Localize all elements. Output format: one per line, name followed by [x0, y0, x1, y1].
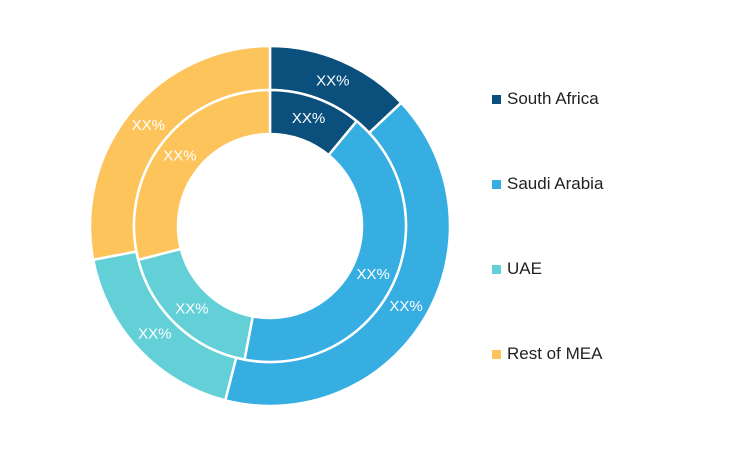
legend-item-rest-of-mea: Rest of MEA — [492, 343, 603, 428]
legend-label-saudi-arabia: Saudi Arabia — [507, 174, 604, 193]
legend-item-saudi-arabia: Saudi Arabia — [492, 173, 603, 258]
legend-label-south-africa: South Africa — [507, 89, 599, 108]
legend-label-uae: UAE — [507, 259, 542, 278]
inner-slice-saudi-arabia — [243, 119, 408, 364]
inner-label-saudi-arabia: XX% — [356, 266, 389, 283]
legend-swatch-rest-of-mea — [492, 350, 501, 359]
legend-swatch-saudi-arabia — [492, 180, 501, 189]
inner-slice-rest-of-mea — [132, 88, 272, 262]
outer-label-south-africa: XX% — [316, 72, 349, 89]
legend-swatch-south-africa — [492, 95, 501, 104]
legend-swatch-uae — [492, 265, 501, 274]
outer-label-rest-of-mea: XX% — [132, 117, 165, 134]
legend-item-uae: UAE — [492, 258, 603, 343]
outer-label-saudi-arabia: XX% — [389, 298, 422, 315]
legend-item-south-africa: South Africa — [492, 88, 603, 173]
inner-label-south-africa: XX% — [292, 110, 325, 127]
inner-label-uae: XX% — [175, 301, 208, 318]
legend: South Africa Saudi Arabia UAE Rest of ME… — [492, 88, 603, 428]
outer-label-uae: XX% — [138, 326, 171, 343]
inner-label-rest-of-mea: XX% — [163, 148, 196, 165]
legend-label-rest-of-mea: Rest of MEA — [507, 344, 603, 363]
